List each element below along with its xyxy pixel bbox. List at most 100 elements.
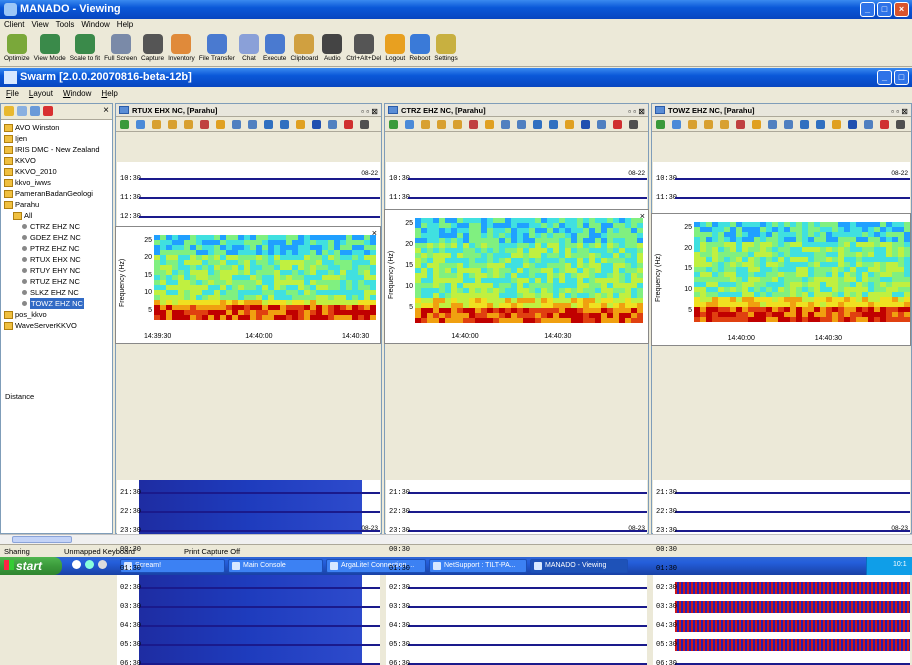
swarm-menu-layout[interactable]: Layout [28,89,53,98]
spectrogram-icon[interactable] [312,120,321,129]
spectrum-icon[interactable] [832,120,841,129]
save-icon[interactable] [597,120,606,129]
tree-item[interactable]: GDEZ EHZ NC [4,232,112,243]
spectrogram-icon[interactable] [848,120,857,129]
toolbar-full-screen-button[interactable]: Full Screen [104,32,137,66]
gear-icon[interactable] [216,120,225,129]
rewind-icon[interactable] [421,120,430,129]
wave-icon[interactable] [280,120,289,129]
close-spectrogram-icon[interactable]: × [639,211,645,221]
throb-icon[interactable] [453,120,462,129]
scroll-thumb[interactable] [12,536,72,543]
toolbar-inventory-button[interactable]: Inventory [168,32,195,66]
tree-item[interactable]: kkvo_iwws [4,177,112,188]
toolbar-file-transfer-button[interactable]: File Transfer [199,32,235,66]
close-spectrogram-icon[interactable]: × [371,228,377,238]
tree-item[interactable]: PTRZ EHZ NC [4,243,112,254]
outer-menu-client[interactable]: Client [4,20,25,29]
tree-item[interactable]: RTUZ EHZ NC [4,276,112,287]
toolbar-optimize-button[interactable]: Optimize [4,32,30,66]
delete-icon[interactable] [344,120,353,129]
tree-item[interactable]: Ijen [4,133,112,144]
zoom-in-icon[interactable] [501,120,510,129]
spectrogram-icon[interactable] [581,120,590,129]
collapse-icon[interactable] [30,106,40,116]
toolbar-clipboard-button[interactable]: Clipboard [290,32,318,66]
zoom-in-icon[interactable] [768,120,777,129]
outer-menu-tools[interactable]: Tools [55,20,75,29]
outer-menu-window[interactable]: Window [81,20,110,29]
maximize-button[interactable]: □ [877,2,892,17]
zoom-icon[interactable] [120,120,129,129]
tree-item[interactable]: WaveServerKKVO [4,320,112,331]
swarm-minimize-button[interactable]: _ [877,70,892,85]
mark-icon[interactable] [736,120,745,129]
toolbar-reboot-button[interactable]: Reboot [409,32,430,66]
forward-icon[interactable] [704,120,713,129]
start-button[interactable]: start [0,557,62,575]
forward-icon[interactable] [168,120,177,129]
outer-menu-view[interactable]: View [31,20,49,29]
gear-icon[interactable] [752,120,761,129]
minimize-button[interactable]: _ [860,2,875,17]
delete-icon[interactable] [43,106,53,116]
tree-item[interactable]: AVO Winston [4,122,112,133]
open-folder-icon[interactable] [4,106,14,116]
swarm-menu-file[interactable]: File [6,89,19,98]
tree-item[interactable]: PameranBadanGeologi [4,188,112,199]
copy-icon[interactable] [264,120,273,129]
close-button[interactable]: × [894,2,909,17]
edit-icon[interactable] [17,106,27,116]
helicorder-icon[interactable] [629,120,638,129]
spectrum-icon[interactable] [296,120,305,129]
scale-icon[interactable] [136,120,145,129]
tree-item[interactable]: SLKZ EHZ NC [4,287,112,298]
save-icon[interactable] [864,120,873,129]
frame-window-buttons[interactable]: ▫ ▫ ⊠ [628,107,645,116]
taskbar-item-argalite[interactable]: ArgaLite! Connection ... [326,559,426,573]
taskbar-item-main[interactable]: Main Console [228,559,323,573]
swarm-menu-window[interactable]: Window [62,89,92,98]
delete-icon[interactable] [613,120,622,129]
tree-item[interactable]: Parahu [4,199,112,210]
taskbar-item-scream[interactable]: Scream! [120,559,225,573]
tree-item[interactable]: IRIS DMC - New Zealand [4,144,112,155]
desktop-icon[interactable] [98,560,107,569]
copy-icon[interactable] [533,120,542,129]
tree-item[interactable]: All [4,210,112,221]
throb-icon[interactable] [184,120,193,129]
forward-icon[interactable] [437,120,446,129]
tree-item[interactable]: KKVO [4,155,112,166]
wave-icon[interactable] [816,120,825,129]
wave-icon[interactable] [549,120,558,129]
taskbar-item-manado[interactable]: MANADO - Viewing [530,559,628,573]
zoom-out-icon[interactable] [784,120,793,129]
zoom-icon[interactable] [389,120,398,129]
scale-icon[interactable] [405,120,414,129]
toolbar-capture-button[interactable]: Capture [141,32,164,66]
toolbar-chat-button[interactable]: Chat [238,32,259,66]
tree-item[interactable]: RTUY EHY NC [4,265,112,276]
toolbar-execute-button[interactable]: Execute [263,32,286,66]
mark-icon[interactable] [469,120,478,129]
ie-icon[interactable] [72,560,81,569]
frame-window-buttons[interactable]: ▫ ▫ ⊠ [361,107,378,116]
toolbar-settings-button[interactable]: Settings [434,32,458,66]
taskbar-item-netsupport[interactable]: NetSupport : TILT-PA... [429,559,527,573]
toolbar-scale-to-fit-button[interactable]: Scale to fit [70,32,100,66]
toolbar-view-mode-button[interactable]: View Mode [34,32,66,66]
tree-item[interactable]: TOWZ EHZ NC [4,298,112,309]
frame-window-buttons[interactable]: ▫ ▫ ⊠ [891,107,908,116]
swarm-maximize-button[interactable]: □ [894,70,909,85]
tree-item[interactable]: CTRZ EHZ NC [4,221,112,232]
zoom-out-icon[interactable] [517,120,526,129]
scale-icon[interactable] [672,120,681,129]
close-panel-icon[interactable]: × [103,105,109,116]
throb-icon[interactable] [720,120,729,129]
tree-item[interactable]: KKVO_2010 [4,166,112,177]
horizontal-scrollbar[interactable] [0,534,912,544]
swarm-menu-help[interactable]: Help [101,89,118,98]
zoom-out-icon[interactable] [248,120,257,129]
delete-icon[interactable] [880,120,889,129]
tree-item[interactable]: pos_kkvo [4,309,112,320]
